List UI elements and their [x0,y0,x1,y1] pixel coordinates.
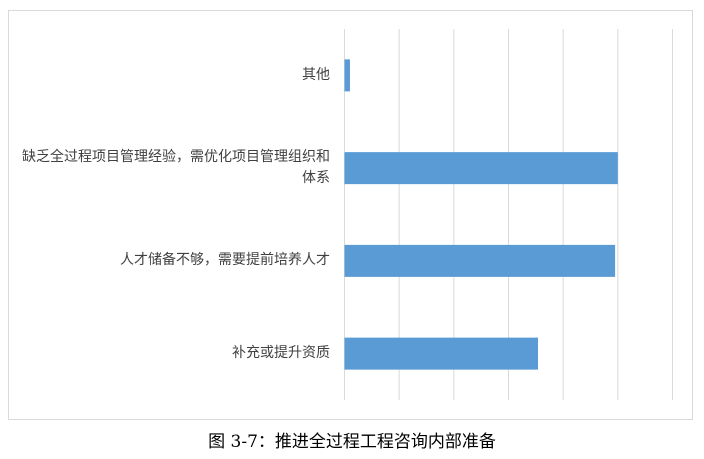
bar [344,244,616,277]
figure-caption: 图 3-7：推进全过程工程咨询内部准备 [208,432,496,452]
category-label: 补充或提升资质 [232,345,330,362]
chart-frame [8,10,693,420]
bar [344,152,618,185]
category-label: 其他 [302,66,330,83]
category-label: 人才储备不够，需要提前培养人才 [120,252,330,269]
bar [344,337,539,370]
category-label: 缺乏全过程项目管理经验，需优化项目管理组织和体系 [22,149,330,187]
bar [344,59,350,92]
